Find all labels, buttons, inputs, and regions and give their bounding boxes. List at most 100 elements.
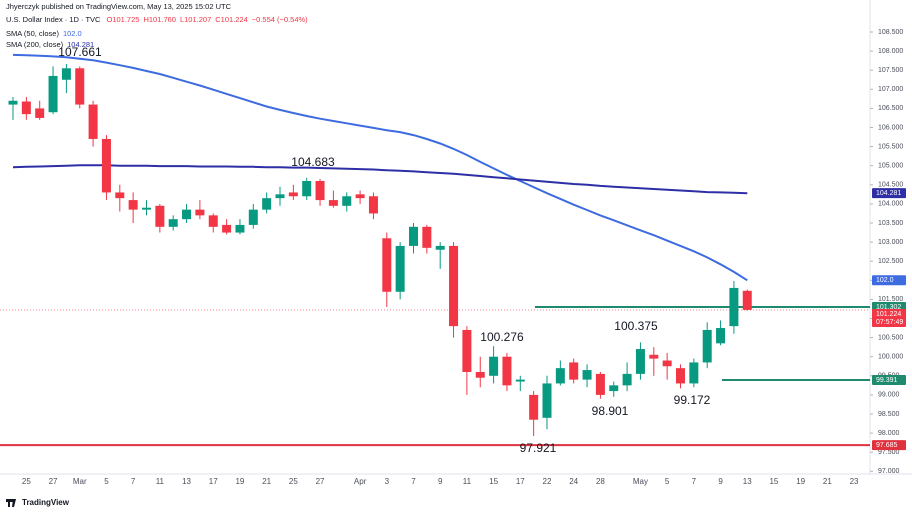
y-tick-label: 107.000 [878,86,903,93]
candle-body [422,226,432,248]
x-tick-label: 27 [49,477,58,486]
candle-body [489,356,499,376]
candle-body [542,383,552,418]
candle-body [662,360,672,367]
candle-body [368,196,378,214]
candle-body [182,209,192,220]
candle-body [235,224,245,233]
candle-body [595,373,605,395]
legend-name: SMA (50, close) [6,29,59,38]
legend-value: 102.0 [63,29,82,38]
x-tick-label: 27 [316,477,325,486]
x-tick-label: 22 [543,477,552,486]
x-tick-label: 7 [411,477,416,486]
candle-body [676,368,685,384]
logo-text: TradingView [22,498,70,507]
sma-line [12,164,748,195]
legend-name: SMA (200, close) [6,40,64,49]
published-note: Jhyerczyk published on TradingView.com, … [6,2,232,11]
candle-body [248,209,258,225]
price-annotation: 98.901 [592,404,629,418]
candle-body [515,379,525,382]
x-tick-label: 9 [438,477,443,486]
candle-body [142,207,151,210]
candle-body [168,219,178,227]
candle-body [689,362,699,384]
candle-body [635,349,645,374]
candle-body [462,329,472,372]
candle-body [35,108,45,118]
x-tick-label: 23 [850,477,859,486]
x-tick-label: 21 [823,477,832,486]
candle-body [409,226,418,246]
x-tick-label: 7 [131,477,136,486]
y-tick-label: 108.000 [878,48,903,55]
candle-body [729,287,739,327]
x-tick-label: 15 [489,477,498,486]
candle-body [222,224,232,233]
price-label: 104.281 [876,190,901,197]
x-tick-label: 28 [596,477,605,486]
candle-body [101,138,111,193]
x-tick-label: 21 [262,477,271,486]
level-label: 101.302 [876,304,901,311]
price-annotation: 97.921 [520,441,557,455]
x-tick-label: 13 [182,477,191,486]
candle-body [609,385,619,392]
price-annotation: 100.276 [480,330,524,344]
candle-body [622,373,632,386]
y-tick-label: 98.000 [878,430,900,437]
y-tick-label: 106.500 [878,105,903,112]
candle-body [262,198,272,210]
level-label: 99.391 [876,377,898,384]
candle-body [742,290,752,310]
candle-body [315,180,325,201]
x-tick-label: 11 [463,477,472,486]
candle-body [716,328,726,344]
candle-body [475,371,485,378]
quote-value: −0.554 (−0.54%) [252,15,308,24]
candle-body [128,200,138,210]
y-tick-label: 105.000 [878,163,903,170]
y-tick-label: 100.500 [878,334,903,341]
level-label-box [872,374,906,385]
y-tick-label: 97.000 [878,468,900,475]
y-tick-label: 99.000 [878,392,900,399]
x-tick-label: Mar [73,477,87,486]
candle-body [702,329,712,363]
header: U.S. Dollar Index · 1D · TVC O101.725 H101… [6,15,308,49]
price-label-box [872,275,906,286]
y-tick-label: 102.500 [878,258,903,265]
quote-value: O101.725 [106,15,139,24]
quote-value: H101.760 [143,15,176,24]
y-tick-label: 97.500 [878,449,900,456]
y-tick-label: 108.500 [878,29,903,36]
price-annotation: 100.375 [614,319,658,333]
candle-body [302,180,312,197]
x-tick-label: 13 [743,477,752,486]
level-label-box [872,440,906,451]
level-label: 97.685 [876,442,898,449]
sma-line [12,53,748,282]
candle-body [382,238,392,292]
candle-body [435,245,445,250]
x-tick-label: 3 [385,477,390,486]
x-tick-label: 17 [516,477,525,486]
y-tick-label: 103.500 [878,220,903,227]
candle-body [195,209,205,216]
x-tick-label: May [633,477,648,486]
candle-body [48,75,58,113]
candle-body [649,354,659,359]
candle-body [8,100,18,105]
legend-value: 104.281 [67,40,94,49]
x-tick-label: 5 [665,477,670,486]
x-tick-label: 15 [769,477,778,486]
y-tick-label: 100.000 [878,354,903,361]
x-tick-label: 7 [692,477,697,486]
candle-body [342,196,352,206]
candle-body [288,192,298,197]
y-tick-label: 104.000 [878,201,903,208]
candle-body [355,194,365,199]
price-annotation: 99.172 [674,393,711,407]
